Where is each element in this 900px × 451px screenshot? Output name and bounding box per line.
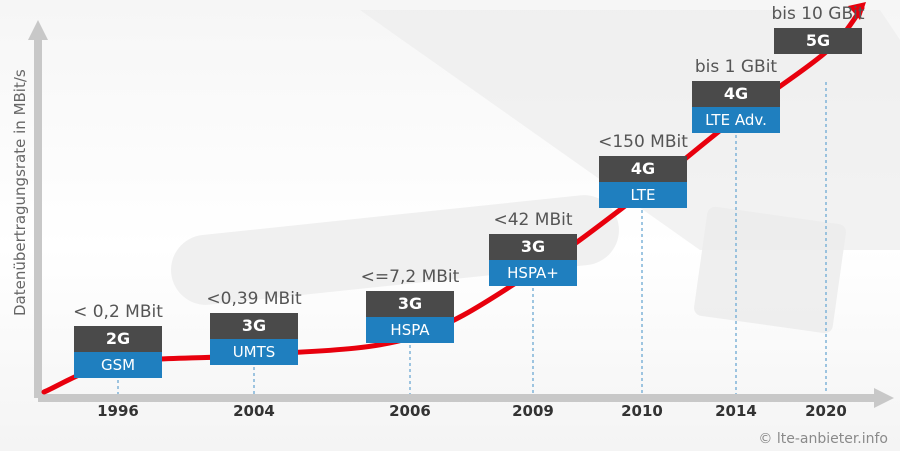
background-sim-card-shape [694,206,846,334]
x-axis-arrow [874,388,894,408]
x-tick-label-2014: 2014 [715,402,757,420]
speed-label-2010: <150 MBit [598,132,688,152]
y-axis-arrow [28,20,48,40]
generation-box-2020: 5G [774,28,862,54]
generation-label: 4G [692,81,780,107]
x-tick-label-2004: 2004 [233,402,275,420]
generation-box-2014: 4G LTE Adv. [692,81,780,133]
x-tick-label-1996: 1996 [97,402,139,420]
background-usb-stick-shape [171,195,619,305]
generation-box-2009: 3G HSPA+ [489,234,577,286]
technology-label: HSPA+ [489,260,577,286]
technology-label: GSM [74,352,162,378]
generation-label: 3G [366,291,454,317]
generation-label: 5G [774,28,862,54]
generation-box-2010: 4G LTE [599,156,687,208]
generation-label: 3G [489,234,577,260]
x-tick-label-2006: 2006 [389,402,431,420]
speed-label-2004: <0,39 MBit [206,289,302,309]
generation-box-2006: 3G HSPA [366,291,454,343]
speed-label-2006: <=7,2 MBit [360,267,460,287]
data-line-arrowhead [848,2,866,20]
generation-box-1996: 2G GSM [74,326,162,378]
x-tick-label-2009: 2009 [512,402,554,420]
generation-box-2004: 3G UMTS [210,313,298,365]
x-tick-label-2010: 2010 [621,402,663,420]
generation-label: 2G [74,326,162,352]
x-tick-label-2020: 2020 [805,402,847,420]
technology-label: LTE Adv. [692,107,780,133]
generation-label: 4G [599,156,687,182]
technology-label: UMTS [210,339,298,365]
speed-label-2014: bis 1 GBit [694,57,778,77]
speed-label-1996: < 0,2 MBit [73,302,163,322]
speed-label-2009: <42 MBit [493,210,573,230]
technology-label: HSPA [366,317,454,343]
generation-label: 3G [210,313,298,339]
background-laptop-shape [360,10,900,250]
technology-label: LTE [599,182,687,208]
speed-label-2020: bis 10 GBit [771,4,865,24]
credit-text: © lte-anbieter.info [758,431,888,447]
y-axis-label: Datenübertragungsrate in MBit/s [11,69,29,316]
